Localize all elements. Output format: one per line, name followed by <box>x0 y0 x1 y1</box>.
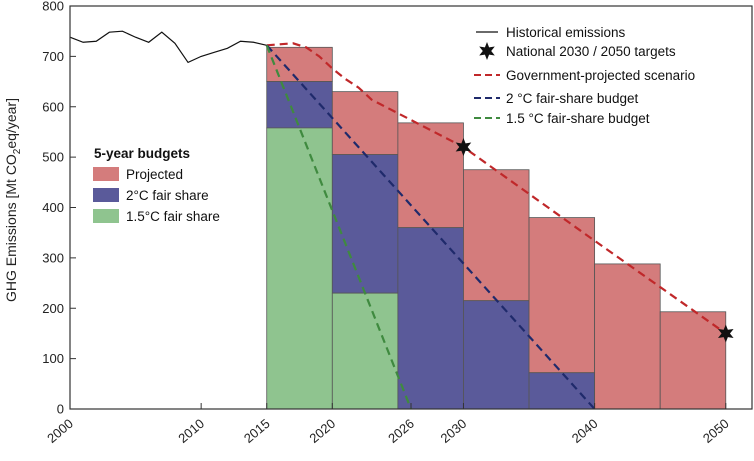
bar-projected-3 <box>463 169 530 302</box>
y-tick-label: 300 <box>42 250 64 265</box>
bar-one-five-deg-0 <box>266 127 333 410</box>
x-tick-label: 2020 <box>306 416 338 446</box>
legend-star-icon <box>479 42 495 60</box>
y-axis-ticks: 0 100 200 300 400 500 600 700 800 <box>42 0 76 417</box>
historical-emissions-line <box>69 30 267 64</box>
legend-one-five-deg-label: 1.5°C fair share <box>126 209 220 224</box>
y-tick-label: 400 <box>42 200 64 215</box>
legend-projected-label: Projected <box>126 167 183 182</box>
bar-projected-1 <box>331 91 399 156</box>
legend-targets-label: National 2030 / 2050 targets <box>506 44 676 59</box>
y-tick-label: 600 <box>42 99 64 114</box>
bar-projected-5 <box>594 263 661 410</box>
y-tick-label: 100 <box>42 351 64 366</box>
bar-two-deg-3 <box>463 300 530 410</box>
bar-projected-2 <box>397 122 464 229</box>
target-markers <box>455 138 734 343</box>
bar-projected-6 <box>659 311 727 410</box>
legend-one-five-deg-swatch <box>93 209 119 223</box>
x-tick-label: 2000 <box>44 416 76 446</box>
two-deg-budget-line <box>265 44 596 410</box>
bar-projected-4 <box>528 217 596 374</box>
legend-two-deg-swatch <box>93 188 119 202</box>
bar-two-deg-4 <box>528 372 596 410</box>
legend-historical-label: Historical emissions <box>506 25 626 40</box>
y-tick-label: 200 <box>42 301 64 316</box>
scenario-lines <box>69 30 727 410</box>
y-tick-label: 800 <box>42 0 64 14</box>
budget-legend: 5-year budgets Projected 2°C fair share … <box>93 146 220 224</box>
legend-one-five-label: 1.5 °C fair-share budget <box>506 111 650 126</box>
bar-two-deg-2 <box>397 227 464 410</box>
y-axis-title: GHG Emissions [Mt CO2eq/year] <box>3 98 23 302</box>
one-five-deg-budget-line <box>265 44 413 410</box>
budget-bars <box>266 46 727 410</box>
target-star-icon-1 <box>717 324 734 343</box>
legend-two-deg-label: 2°C fair share <box>126 188 209 203</box>
line-legend: Historical emissions National 2030 / 205… <box>474 25 695 126</box>
x-tick-label: 2026 <box>385 416 417 446</box>
bar-two-deg-0 <box>266 81 333 129</box>
x-tick-label: 2030 <box>438 416 470 446</box>
legend-two-label: 2 °C fair-share budget <box>506 91 638 106</box>
x-tick-label: 2010 <box>175 416 207 446</box>
x-tick-label: 2050 <box>700 416 732 446</box>
legend-projected-swatch <box>93 167 119 181</box>
y-tick-label: 500 <box>42 150 64 165</box>
x-tick-label: 2015 <box>241 416 273 446</box>
bar-projected-0 <box>266 46 333 82</box>
x-tick-label: 2040 <box>569 416 601 446</box>
target-star-icon-0 <box>455 138 472 157</box>
budget-legend-title: 5-year budgets <box>94 146 190 161</box>
legend-gov-label: Government-projected scenario <box>506 68 695 83</box>
y-tick-label: 0 <box>57 402 64 417</box>
bar-two-deg-1 <box>331 154 399 294</box>
y-tick-label: 700 <box>42 49 64 64</box>
